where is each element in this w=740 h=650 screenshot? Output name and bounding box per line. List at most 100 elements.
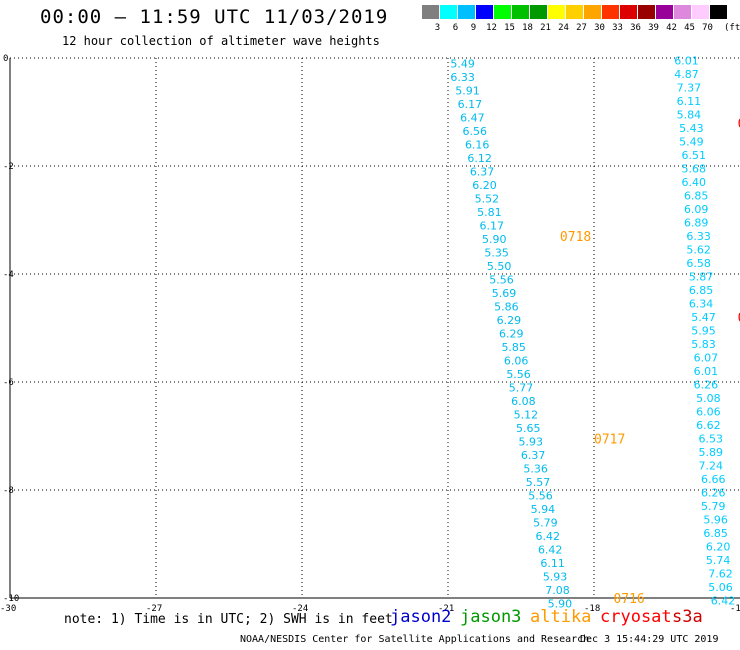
wave-height-value: 6.16 [465,138,490,151]
legend-label: 36 [630,23,641,33]
wave-height-value: 6.01 [694,365,719,378]
y-tick-label: -4 [3,270,14,280]
wave-height-value: 5.69 [492,287,517,300]
legend-label: 39 [648,23,659,33]
wave-height-value: 5.79 [701,500,726,513]
wave-height-value: 6.17 [458,98,483,111]
wave-height-value: 6.42 [711,595,736,608]
wave-height-value: 5.36 [523,462,548,475]
legend-label: 12 [486,23,497,33]
legend-label: 70 [702,23,713,33]
time-label: 0718 [560,230,591,245]
generation-timestamp: Dec 3 15:44:29 UTC 2019 [580,634,719,645]
y-tick-label: -2 [3,162,14,172]
wave-height-value: 6.06 [504,354,529,367]
legend-swatch [422,5,439,19]
x-tick-label: -27 [146,604,162,614]
wave-height-value: 5.91 [455,84,480,97]
y-tick-label: 0 [3,54,8,64]
wave-height-value: 6.85 [684,190,709,203]
x-tick-label: -30 [0,604,16,614]
wave-height-value: 5.50 [487,260,512,273]
legend-swatch [674,5,691,19]
wave-height-value: 6.34 [689,298,714,311]
wave-height-value: 6.08 [511,395,536,408]
wave-height-value: 6.20 [472,179,497,192]
wave-height-value: 6.51 [682,149,707,162]
legend-label: 30 [594,23,605,33]
legend-label: 9 [470,23,477,33]
wave-height-value: 6.09 [684,203,709,216]
wave-height-value: 6.42 [538,543,563,556]
wave-height-value: 6.42 [536,530,561,543]
legend-swatch [548,5,565,19]
wave-height-value: 5.57 [526,476,551,489]
wave-height-value: 5.52 [475,192,500,205]
wave-height-value: 5.43 [679,122,704,135]
wave-height-value: 5.84 [677,109,702,122]
wave-height-value: 5.89 [699,446,724,459]
y-tick-label: -8 [3,486,14,496]
legend-label: 24 [558,23,569,33]
legend-swatch [566,5,583,19]
legend-swatch [620,5,637,19]
wave-height-value: 5.68 [682,163,707,176]
wave-height-value: 6.33 [450,71,475,84]
wave-height-value: 6.37 [521,449,546,462]
legend-swatch [440,5,457,19]
legend-label: 3 [434,23,441,33]
wave-height-value: 5.77 [509,381,534,394]
wave-height-value: 6.29 [497,314,522,327]
legend-label: 21 [540,23,551,33]
legend-label: 33 [612,23,623,33]
wave-height-value: 5.93 [543,570,568,583]
wave-height-value: 5.08 [696,392,721,405]
wave-height-value: 5.74 [706,554,731,567]
time-label: 0 [738,311,740,326]
legend-label: 15 [504,23,515,33]
legend-swatch [458,5,475,19]
time-label: 0148 [738,117,740,132]
wave-height-value: 5.86 [494,300,519,313]
wave-height-value: 5.85 [501,341,526,354]
wave-height-value: 6.06 [696,406,721,419]
wave-height-value: 5.62 [686,244,711,257]
wave-height-value: 6.62 [696,419,721,432]
wave-height-value: 6.07 [694,352,719,365]
wave-height-value: 5.87 [689,271,714,284]
wave-height-value: 5.79 [533,516,558,529]
wave-height-value: 6.85 [689,284,714,297]
legend-swatch [638,5,655,19]
wave-height-value: 6.37 [470,165,495,178]
legend-label: 42 [666,23,677,33]
wave-height-value: 6.20 [706,541,731,554]
time-label: 0717 [594,433,625,448]
y-tick-label: -6 [3,378,14,388]
wave-height-value: 6.56 [463,125,488,138]
wave-height-value: 5.56 [489,273,514,286]
x-tick-label: -18 [584,604,600,614]
legend-swatch [602,5,619,19]
wave-height-value: 6.11 [677,95,702,108]
wave-height-value: 5.90 [482,233,507,246]
wave-height-value: 6.66 [701,473,726,486]
wave-height-value: 6.17 [480,219,505,232]
wave-height-value: 7.62 [708,568,733,581]
x-tick-label: -24 [292,604,308,614]
wave-height-value: 7.37 [677,82,702,95]
wave-height-value: 5.95 [691,325,716,338]
wave-height-value: 7.08 [545,584,570,597]
time-label: 0716 [613,592,644,607]
y-tick-label: -10 [3,594,19,604]
satellite-label-jason3: jason3 [460,607,522,627]
wave-height-value: 6.85 [703,527,728,540]
wave-height-value: 6.53 [699,433,724,446]
satellite-label-jason2: jason2 [390,607,452,627]
wave-height-value: 7.24 [699,460,724,473]
wave-height-value: 5.81 [477,206,502,219]
wave-height-value: 6.89 [684,217,709,230]
wave-height-value: 5.83 [691,338,716,351]
legend-label: 6 [452,23,459,33]
